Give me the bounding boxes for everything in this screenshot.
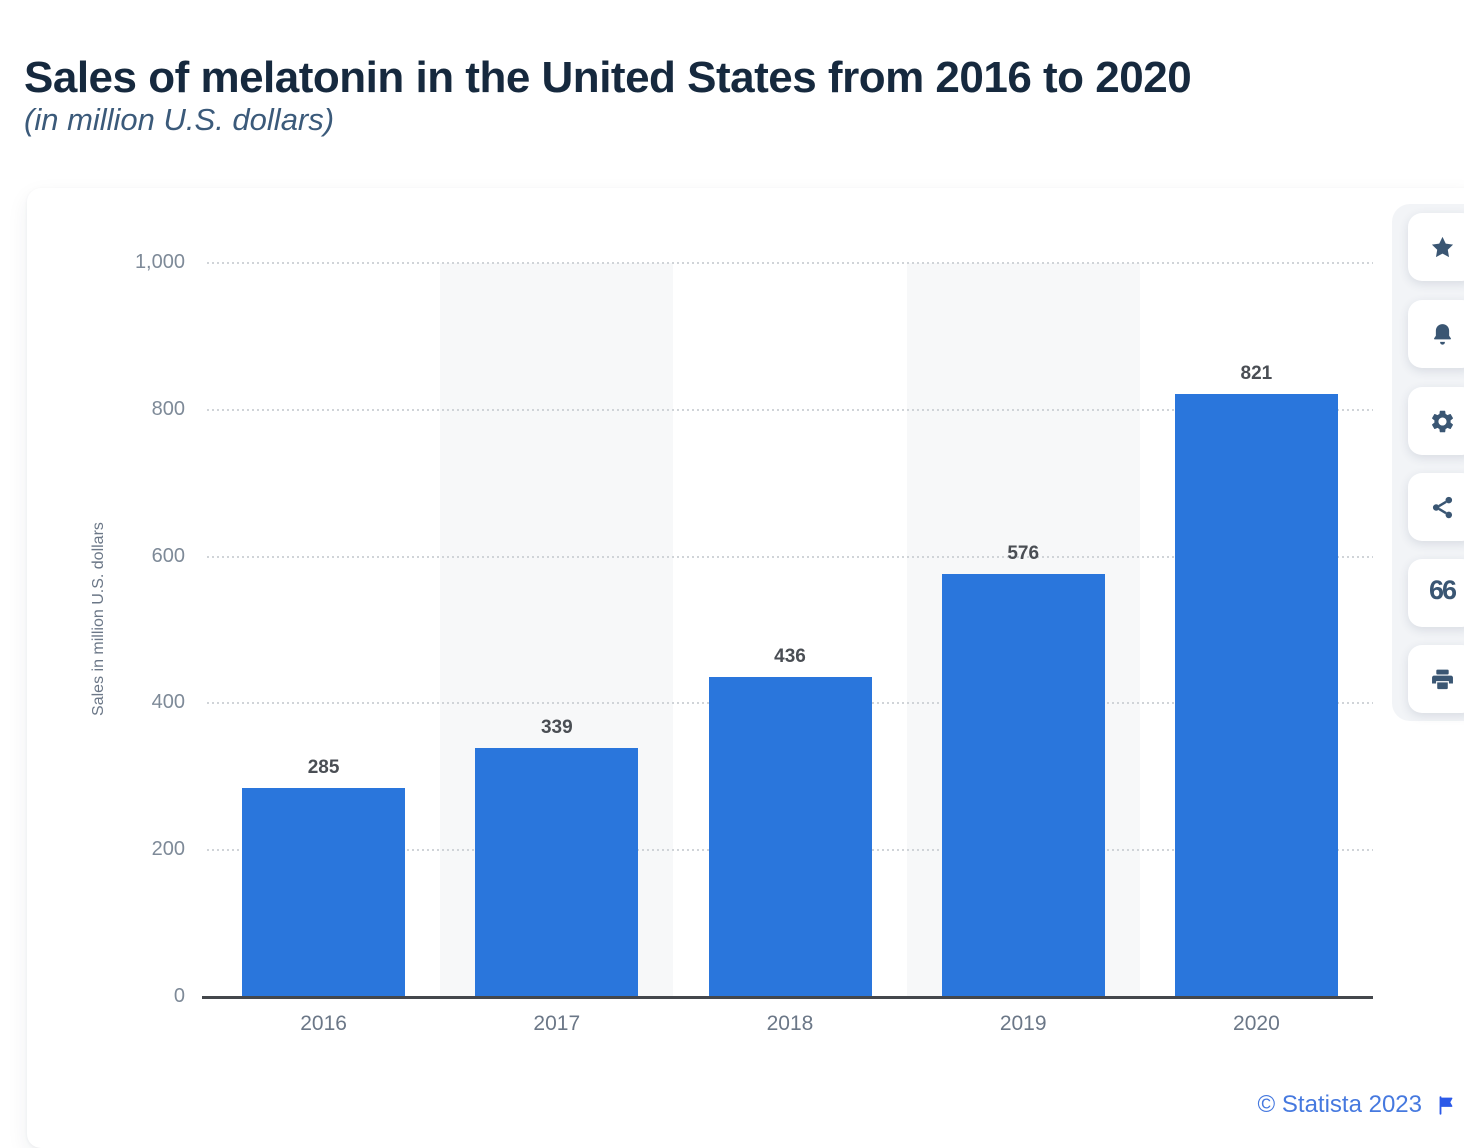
star-icon	[1429, 234, 1456, 261]
page-title: Sales of melatonin in the United States …	[24, 53, 1192, 103]
favorite-button[interactable]	[1408, 213, 1464, 281]
x-tick-label: 2020	[1233, 1012, 1280, 1035]
share-icon	[1429, 494, 1456, 521]
x-tick-label: 2019	[999, 1012, 1047, 1035]
settings-button[interactable]	[1408, 387, 1464, 455]
bar-value-label: 285	[307, 756, 340, 778]
printer-icon	[1429, 666, 1456, 693]
y-tick-label: 0	[173, 985, 185, 1007]
print-button[interactable]	[1408, 645, 1464, 713]
gridline	[207, 555, 1373, 558]
gridline	[207, 408, 1373, 411]
cite-button[interactable]: 66	[1408, 559, 1464, 627]
y-tick-label: 800	[151, 397, 185, 420]
y-axis-title: Sales in million U.S. dollars	[90, 522, 107, 716]
bar-2018[interactable]	[708, 676, 872, 997]
bar-2020[interactable]	[1174, 394, 1338, 997]
statista-copyright-link[interactable]: © Statista 2023	[1257, 1091, 1422, 1118]
bar-2017[interactable]	[475, 748, 639, 997]
page-subtitle: (in million U.S. dollars)	[24, 102, 335, 137]
bell-icon	[1429, 321, 1456, 348]
gridline	[207, 262, 1373, 264]
x-tick-label: 2017	[533, 1012, 581, 1035]
x-tick-label: 2016	[300, 1012, 347, 1035]
flag-icon	[1435, 1094, 1457, 1116]
alert-button[interactable]	[1408, 300, 1464, 368]
bar-2019[interactable]	[941, 574, 1105, 997]
share-button[interactable]	[1408, 473, 1464, 541]
bar-2016[interactable]	[242, 787, 406, 997]
y-tick-label: 600	[151, 544, 185, 567]
bar-value-label: 576	[1007, 543, 1040, 565]
bar-value-label: 821	[1240, 363, 1273, 385]
y-tick-label: 200	[151, 838, 185, 861]
chart-footer: © Statista 2023	[1258, 1090, 1457, 1120]
toolbar-strip	[1392, 204, 1464, 721]
gear-icon	[1429, 408, 1456, 435]
bar-value-label: 436	[774, 645, 806, 667]
report-flag-button[interactable]	[1435, 1094, 1457, 1116]
x-axis-line	[202, 996, 1373, 999]
bar-value-label: 339	[540, 717, 573, 739]
y-tick-label: 400	[151, 691, 185, 714]
x-tick-label: 2018	[766, 1012, 814, 1035]
y-tick-label: 1,000	[134, 251, 185, 273]
quote-icon: 66	[1428, 574, 1457, 605]
